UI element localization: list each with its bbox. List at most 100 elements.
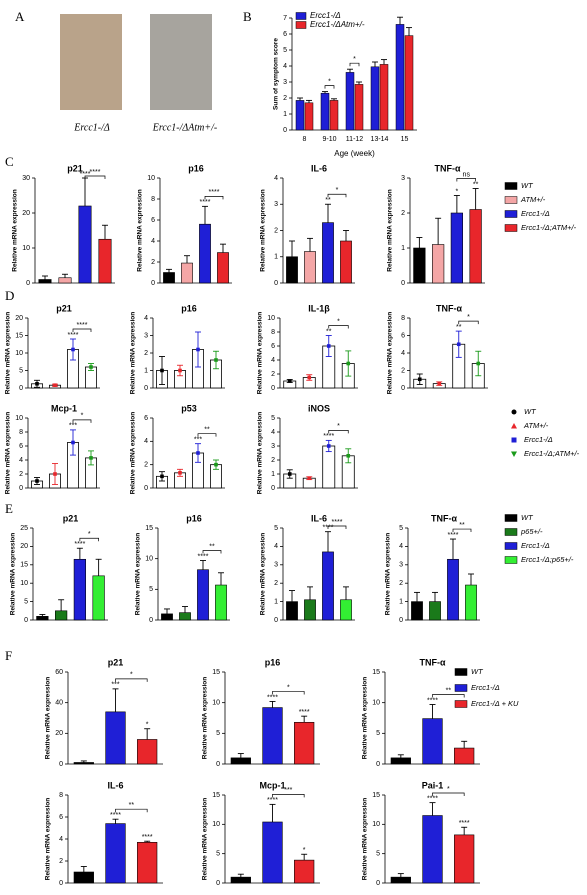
y-tick-label: 0 [283, 127, 287, 134]
bar [262, 707, 283, 765]
significance-label: ** [446, 687, 452, 694]
y-tick-label: 5 [216, 851, 220, 858]
mean-marker [160, 474, 164, 479]
bar [329, 100, 339, 131]
legend-label: Ercc1-/Δ;ATM+/- [521, 223, 577, 232]
y-tick-label: 4 [401, 350, 405, 357]
x-tick-label: 13-14 [371, 136, 389, 143]
significance-label: * [81, 413, 84, 420]
y-axis-label: Relative mRNA expression [137, 189, 144, 272]
bar [197, 569, 209, 621]
y-tick-label: 0 [151, 280, 155, 287]
y-tick-label: 0 [216, 761, 220, 768]
bar [404, 35, 414, 131]
significance-label: * [328, 78, 331, 85]
mean-marker [71, 440, 75, 445]
y-axis-label: Relative mRNA expression [387, 312, 394, 395]
photo-caption: Ercc1-/ΔAtm+/- [152, 122, 217, 133]
y-tick-label: 5 [283, 47, 287, 54]
legend-label: WT [521, 181, 534, 190]
significance-stars: ** [326, 328, 332, 335]
bar [454, 834, 475, 884]
bar [217, 252, 229, 284]
chart-title: IL-6 [311, 513, 327, 523]
significance-bracket [115, 678, 148, 682]
y-tick-label: 6 [19, 443, 23, 450]
bar [262, 821, 283, 884]
bar [78, 205, 92, 284]
bar [304, 251, 316, 284]
y-tick-label: 10 [15, 350, 23, 357]
mean-marker [214, 358, 218, 362]
chart-title: TNF-α [436, 303, 462, 313]
significance-bracket [72, 419, 92, 423]
bar [340, 599, 352, 621]
y-tick-label: 0 [26, 280, 30, 287]
y-tick-label: 0 [274, 617, 278, 624]
bar [38, 279, 52, 284]
significance-bracket [204, 196, 224, 200]
y-tick-label: 4 [399, 543, 403, 550]
y-tick-label: 8 [59, 792, 63, 799]
chart-title: p21 [67, 163, 83, 173]
mean-marker [476, 361, 481, 366]
significance-bracket [432, 694, 465, 698]
y-tick-label: 0 [24, 617, 28, 624]
significance-bracket [328, 325, 349, 329]
y-tick-label: 5 [271, 415, 275, 422]
significance-stars: **** [74, 541, 85, 548]
bar [137, 841, 158, 884]
legend-swatch [504, 224, 518, 232]
mean-marker [178, 368, 182, 373]
legend-label: WT [521, 513, 534, 522]
significance-stars: *** [69, 423, 77, 430]
y-tick-label: 0 [376, 880, 380, 887]
y-tick-label: 1 [401, 245, 405, 252]
chart-title: p21 [63, 513, 79, 523]
mean-marker [307, 476, 312, 480]
x-axis-label: Age (week) [334, 149, 375, 158]
legend-swatch [295, 21, 307, 29]
significance-label: **** [90, 169, 101, 176]
panel-letter: F [5, 648, 12, 663]
bar [390, 757, 411, 765]
bar [304, 102, 314, 131]
legend-label: Ercc1-/Δ + KU [471, 699, 519, 708]
chart-title: p16 [186, 513, 202, 523]
y-tick-label: 6 [144, 415, 148, 422]
y-tick-label: 15 [20, 562, 28, 569]
y-tick-label: 2 [59, 858, 63, 865]
significance-stars: **** [200, 199, 211, 206]
y-tick-label: 6 [401, 332, 405, 339]
y-tick-label: 0 [401, 385, 405, 392]
y-tick-label: 8 [19, 429, 23, 436]
y-tick-label: 2 [401, 367, 405, 374]
y-tick-label: 1 [144, 367, 148, 374]
y-tick-label: 2 [274, 227, 278, 234]
significance-bracket [456, 178, 476, 182]
y-axis-label: Relative mRNA expression [362, 798, 369, 881]
significance-bracket [197, 433, 217, 437]
bar [450, 212, 463, 284]
y-axis-label: Relative mRNA expression [130, 412, 137, 495]
y-tick-label: 5 [376, 730, 380, 737]
y-tick-label: 0 [144, 485, 148, 492]
y-tick-label: 20 [15, 315, 23, 322]
y-tick-label: 8 [151, 196, 155, 203]
mean-marker [287, 379, 292, 383]
legend-swatch [504, 514, 518, 522]
bar [137, 739, 158, 765]
bar [73, 762, 94, 765]
significance-bracket [272, 691, 305, 695]
significance-label: * [337, 318, 340, 325]
y-axis-label: Relative mRNA expression [45, 798, 52, 881]
mean-marker [53, 472, 57, 476]
legend-marker [511, 451, 517, 457]
y-tick-label: 10 [212, 821, 220, 828]
significance-stars: *** [111, 682, 119, 689]
y-tick-label: 15 [212, 669, 220, 676]
y-tick-label: 20 [55, 730, 63, 737]
mean-marker [346, 454, 351, 458]
significance-stars: **** [68, 332, 79, 339]
y-tick-label: 5 [24, 598, 28, 605]
